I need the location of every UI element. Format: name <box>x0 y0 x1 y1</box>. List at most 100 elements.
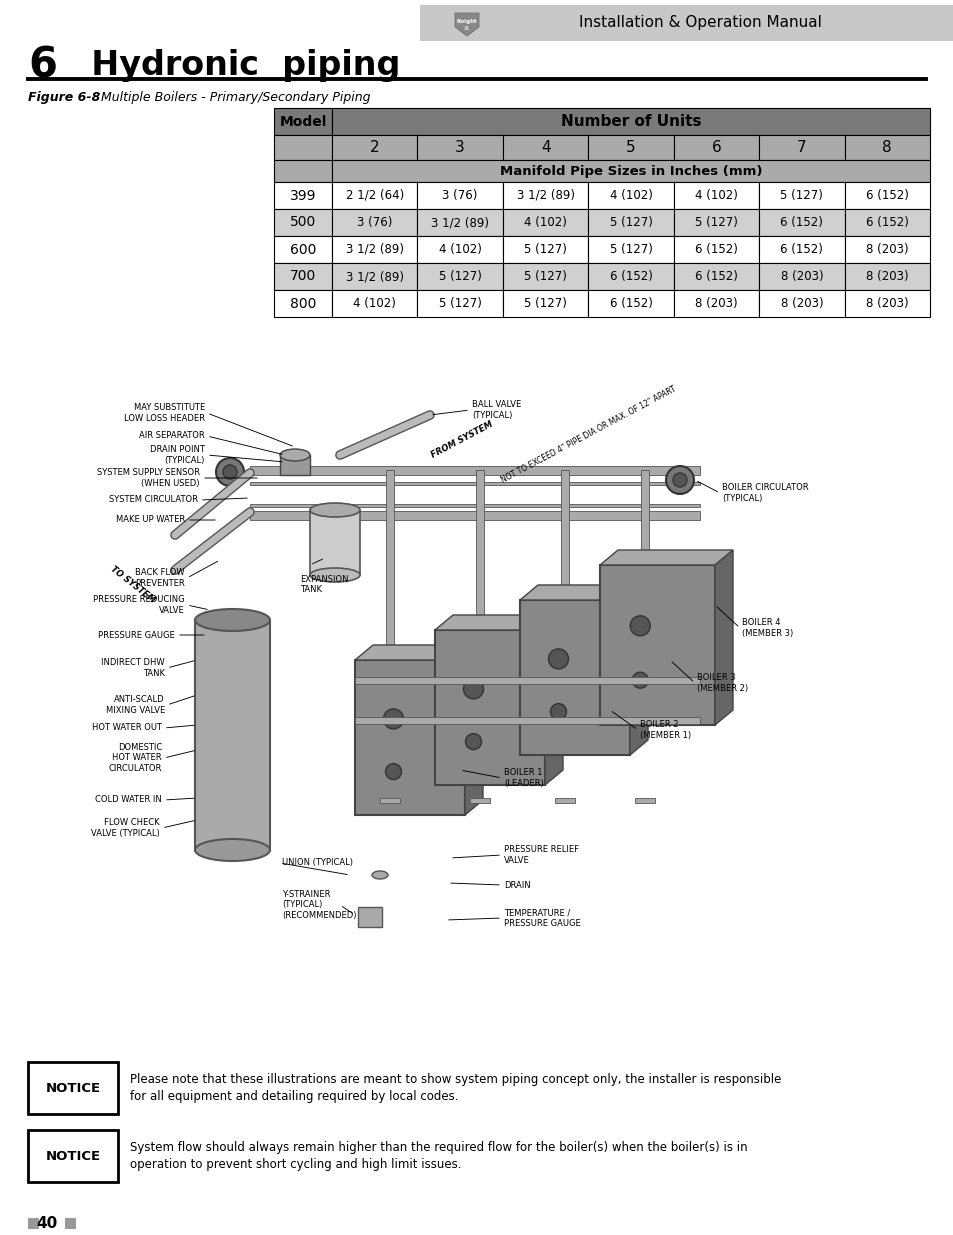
Text: BOILER 4
(MEMBER 3): BOILER 4 (MEMBER 3) <box>741 619 792 637</box>
Text: TO SYSTEM: TO SYSTEM <box>109 564 157 605</box>
Text: DOMESTIC
HOT WATER
CIRCULATOR: DOMESTIC HOT WATER CIRCULATOR <box>109 743 162 773</box>
Bar <box>379 798 399 803</box>
Text: TEMPERATURE /
PRESSURE GAUGE: TEMPERATURE / PRESSURE GAUGE <box>503 908 580 927</box>
Bar <box>355 677 700 683</box>
Text: NOT TO EXCEED 4" PIPE DIA OR MAX. OF 12" APART: NOT TO EXCEED 4" PIPE DIA OR MAX. OF 12"… <box>499 385 678 485</box>
Text: 4 (102): 4 (102) <box>523 216 566 228</box>
Text: 8 (203): 8 (203) <box>780 296 822 310</box>
Text: BOILER CIRCULATOR
(TYPICAL): BOILER CIRCULATOR (TYPICAL) <box>721 483 808 503</box>
Bar <box>519 600 629 755</box>
Text: NOTICE: NOTICE <box>46 1150 100 1162</box>
Bar <box>673 263 759 290</box>
Bar <box>274 209 332 236</box>
Text: SYSTEM SUPPLY SENSOR
(WHEN USED): SYSTEM SUPPLY SENSOR (WHEN USED) <box>97 468 200 488</box>
Text: 40: 40 <box>36 1216 57 1231</box>
Bar <box>673 135 759 161</box>
Bar <box>759 263 843 290</box>
Text: XL: XL <box>463 26 470 31</box>
Bar <box>502 263 588 290</box>
Polygon shape <box>355 645 482 659</box>
Text: AIR SEPARATOR: AIR SEPARATOR <box>139 431 205 441</box>
Bar <box>588 290 673 317</box>
Bar <box>28 395 925 1042</box>
Text: 2 1/2 (64): 2 1/2 (64) <box>345 189 403 203</box>
Text: ANTI-SCALD
MIXING VALVE: ANTI-SCALD MIXING VALVE <box>106 695 165 715</box>
Text: 5 (127): 5 (127) <box>523 243 566 256</box>
Bar <box>28 1130 118 1182</box>
Bar <box>332 135 417 161</box>
Bar <box>435 630 544 785</box>
Text: 800: 800 <box>290 296 315 310</box>
Text: 7: 7 <box>796 140 806 156</box>
Text: 3: 3 <box>455 140 464 156</box>
Text: 3 1/2 (89): 3 1/2 (89) <box>345 270 403 283</box>
Text: 399: 399 <box>290 189 315 203</box>
Bar <box>502 209 588 236</box>
Bar <box>588 263 673 290</box>
Text: INDIRECT DHW
TANK: INDIRECT DHW TANK <box>101 658 165 678</box>
Text: MAY SUBSTITUTE
LOW LOSS HEADER: MAY SUBSTITUTE LOW LOSS HEADER <box>124 404 205 422</box>
Bar <box>502 236 588 263</box>
Bar <box>386 471 394 671</box>
Text: Y-STRAINER
(TYPICAL)
(RECOMMENDED): Y-STRAINER (TYPICAL) (RECOMMENDED) <box>282 890 356 920</box>
Text: Hydronic  piping: Hydronic piping <box>68 48 400 82</box>
Text: 5 (127): 5 (127) <box>523 270 566 283</box>
Text: 6 (152): 6 (152) <box>609 296 652 310</box>
Circle shape <box>672 473 686 487</box>
Text: 6 (152): 6 (152) <box>695 243 737 256</box>
Bar <box>502 182 588 209</box>
Bar <box>673 209 759 236</box>
Bar <box>759 135 843 161</box>
Bar <box>419 5 953 41</box>
Bar <box>843 263 929 290</box>
Text: HOT WATER OUT: HOT WATER OUT <box>91 724 162 732</box>
Bar <box>843 182 929 209</box>
Text: PRESSURE RELIEF
VALVE: PRESSURE RELIEF VALVE <box>503 845 578 864</box>
Bar <box>250 482 700 484</box>
Text: 6: 6 <box>711 140 720 156</box>
Bar <box>502 290 588 317</box>
Bar <box>417 135 502 161</box>
Text: 3 (76): 3 (76) <box>442 189 477 203</box>
Circle shape <box>632 672 648 688</box>
Text: 700: 700 <box>290 269 315 284</box>
Bar <box>417 209 502 236</box>
Text: 5 (127): 5 (127) <box>438 296 481 310</box>
Polygon shape <box>544 615 562 785</box>
Text: BALL VALVE
(TYPICAL): BALL VALVE (TYPICAL) <box>472 400 520 420</box>
Text: Knight: Knight <box>456 19 476 23</box>
Bar <box>588 209 673 236</box>
Bar <box>417 263 502 290</box>
Bar <box>417 290 502 317</box>
Bar <box>759 182 843 209</box>
Text: Installation & Operation Manual: Installation & Operation Manual <box>578 16 821 31</box>
Polygon shape <box>714 550 732 725</box>
Text: DRAIN POINT
(TYPICAL): DRAIN POINT (TYPICAL) <box>150 446 205 464</box>
Bar <box>28 1062 118 1114</box>
Bar <box>588 182 673 209</box>
Text: 8 (203): 8 (203) <box>865 243 907 256</box>
Circle shape <box>385 763 401 779</box>
Bar <box>280 454 310 475</box>
Bar <box>843 290 929 317</box>
Circle shape <box>463 679 483 699</box>
Ellipse shape <box>310 568 359 582</box>
Text: 5 (127): 5 (127) <box>523 296 566 310</box>
Circle shape <box>550 704 566 720</box>
Text: Manifold Pipe Sizes in Inches (mm): Manifold Pipe Sizes in Inches (mm) <box>499 164 761 178</box>
Text: BACK FLOW
PREVENTER: BACK FLOW PREVENTER <box>135 568 185 588</box>
Bar <box>28 1218 39 1229</box>
Ellipse shape <box>194 839 270 861</box>
Polygon shape <box>519 585 647 600</box>
Bar <box>332 263 417 290</box>
Bar <box>673 290 759 317</box>
Bar <box>250 510 700 520</box>
Bar <box>274 290 332 317</box>
Text: 6 (152): 6 (152) <box>865 189 908 203</box>
Bar <box>274 182 332 209</box>
Text: 5 (127): 5 (127) <box>609 216 652 228</box>
Text: 4 (102): 4 (102) <box>353 296 395 310</box>
Text: 6: 6 <box>28 44 57 86</box>
Text: Model: Model <box>279 115 326 128</box>
Text: 4 (102): 4 (102) <box>695 189 737 203</box>
